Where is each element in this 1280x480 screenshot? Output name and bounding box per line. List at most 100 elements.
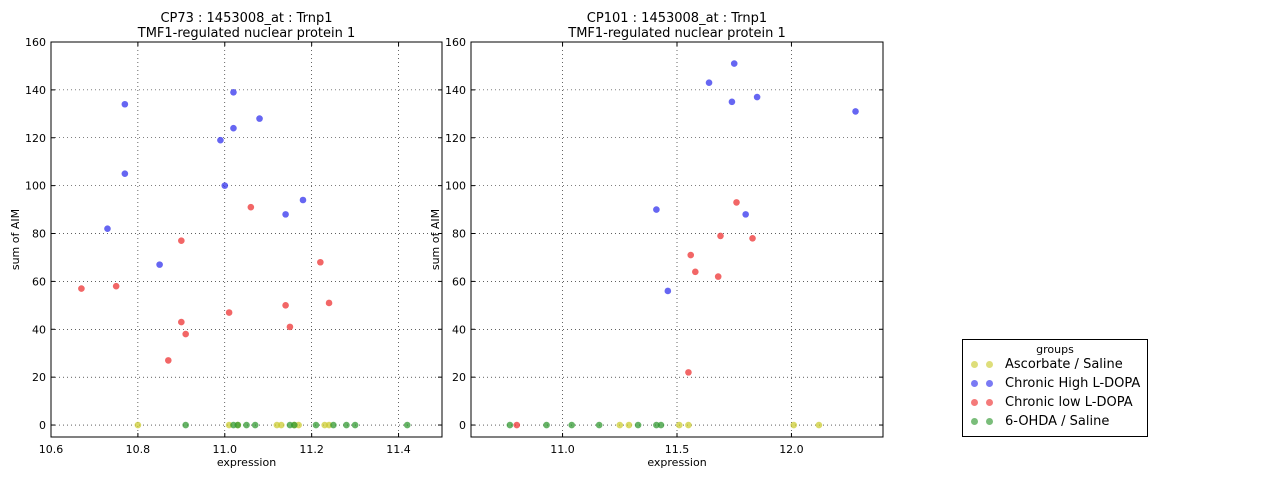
- legend-label: Chronic High L-DOPA: [1005, 376, 1141, 391]
- data-point: [165, 357, 172, 364]
- legend-dot: [986, 418, 993, 425]
- data-point: [506, 421, 514, 429]
- tick-label-x: 11.5: [665, 443, 690, 456]
- data-point: [733, 199, 740, 206]
- data-point: [121, 170, 129, 177]
- legend-dot: [971, 418, 978, 425]
- data-point: [299, 196, 307, 204]
- data-point: [749, 235, 756, 242]
- tick-label-y: 60: [32, 275, 46, 288]
- data-point: [815, 421, 823, 429]
- tick-label-x: 12.0: [779, 443, 804, 456]
- tick-label-y: 0: [39, 419, 46, 432]
- data-point: [351, 421, 359, 429]
- data-point: [717, 232, 724, 240]
- tick-label-y: 100: [25, 180, 46, 193]
- legend-item-6-ohda-saline: 6-OHDA / Saline: [963, 413, 1147, 432]
- legend-label: Ascorbate / Saline: [1005, 357, 1123, 372]
- data-point: [277, 421, 285, 429]
- data-point: [182, 330, 189, 338]
- legend-marker: [968, 379, 996, 389]
- tick-label-y: 0: [459, 419, 466, 432]
- data-point: [282, 302, 289, 309]
- data-point: [312, 421, 320, 429]
- data-point: [221, 182, 229, 189]
- tick-label-y: 60: [452, 275, 466, 288]
- chart-title: CP73 : 1453008_at : Trnp1: [160, 11, 332, 26]
- legend-dot: [971, 361, 978, 368]
- series-1: [616, 421, 823, 429]
- data-point: [325, 299, 333, 307]
- data-point: [685, 369, 692, 376]
- data-point: [112, 282, 120, 290]
- data-point: [330, 421, 337, 429]
- tick-label-x: 11.0: [213, 443, 238, 456]
- chart-2: CP101 : 1453008_at : Trnp1TMF1-regulated…: [429, 11, 884, 469]
- tick-label-y: 20: [32, 371, 46, 384]
- data-point: [742, 211, 749, 218]
- data-point: [685, 421, 692, 429]
- data-point: [728, 98, 736, 106]
- data-point: [568, 421, 576, 429]
- tick-label-y: 80: [452, 228, 466, 241]
- data-point: [156, 261, 163, 268]
- data-point: [595, 421, 603, 429]
- series-3: [513, 199, 756, 429]
- legend-item-chronic-high: Chronic High L-DOPA: [963, 375, 1147, 394]
- plot-frame: [470, 41, 884, 438]
- chart-title: CP101 : 1453008_at : Trnp1: [587, 11, 767, 26]
- data-point: [182, 421, 189, 429]
- data-point: [403, 421, 411, 429]
- data-point: [317, 258, 324, 266]
- tick-label-y: 120: [445, 132, 466, 145]
- data-point: [282, 211, 289, 218]
- data-point: [178, 237, 185, 244]
- legend-label: 6-OHDA / Saline: [1005, 414, 1110, 429]
- tick-label-y: 20: [452, 371, 466, 384]
- legend-dot: [986, 361, 993, 368]
- tick-label-y: 140: [25, 84, 46, 97]
- legend-dot: [986, 380, 993, 387]
- data-point: [290, 421, 298, 429]
- series-3: [78, 203, 333, 364]
- legend-dot: [986, 399, 993, 406]
- legend-item-chronic-low: Chronic low L-DOPA: [963, 394, 1147, 413]
- chart-subtitle: TMF1-regulated nuclear protein 1: [567, 26, 786, 41]
- tick-label-y: 160: [25, 36, 46, 49]
- data-point: [78, 285, 85, 292]
- data-point: [675, 421, 683, 429]
- legend-marker: [968, 417, 996, 427]
- legend-marker: [968, 360, 996, 370]
- legend: groups Ascorbate / Saline Chronic High L…: [962, 339, 1148, 437]
- data-point: [225, 309, 233, 316]
- chart-subtitle: TMF1-regulated nuclear protein 1: [137, 26, 356, 41]
- data-point: [104, 225, 111, 233]
- x-axis-label: expression: [647, 456, 706, 469]
- data-point: [243, 421, 250, 429]
- data-point: [286, 323, 294, 331]
- tick-label-y: 160: [445, 36, 466, 49]
- data-point: [852, 108, 859, 115]
- data-point: [121, 100, 129, 108]
- plot-frame: [50, 41, 443, 438]
- data-point: [730, 60, 738, 67]
- data-point: [230, 124, 237, 132]
- data-point: [134, 421, 142, 429]
- data-point: [687, 251, 695, 259]
- series-2: [653, 60, 859, 295]
- data-point: [653, 206, 660, 213]
- data-point: [790, 421, 798, 429]
- legend-label: Chronic low L-DOPA: [1005, 395, 1133, 410]
- data-point: [692, 268, 699, 276]
- data-point: [616, 421, 624, 429]
- data-point: [714, 273, 722, 280]
- data-point: [247, 203, 255, 211]
- tick-label-y: 140: [445, 84, 466, 97]
- data-point: [217, 136, 224, 144]
- data-point: [753, 93, 761, 101]
- series-4: [506, 421, 665, 429]
- tick-label-x: 11.4: [386, 443, 411, 456]
- data-point: [657, 421, 665, 429]
- tick-label-y: 100: [445, 180, 466, 193]
